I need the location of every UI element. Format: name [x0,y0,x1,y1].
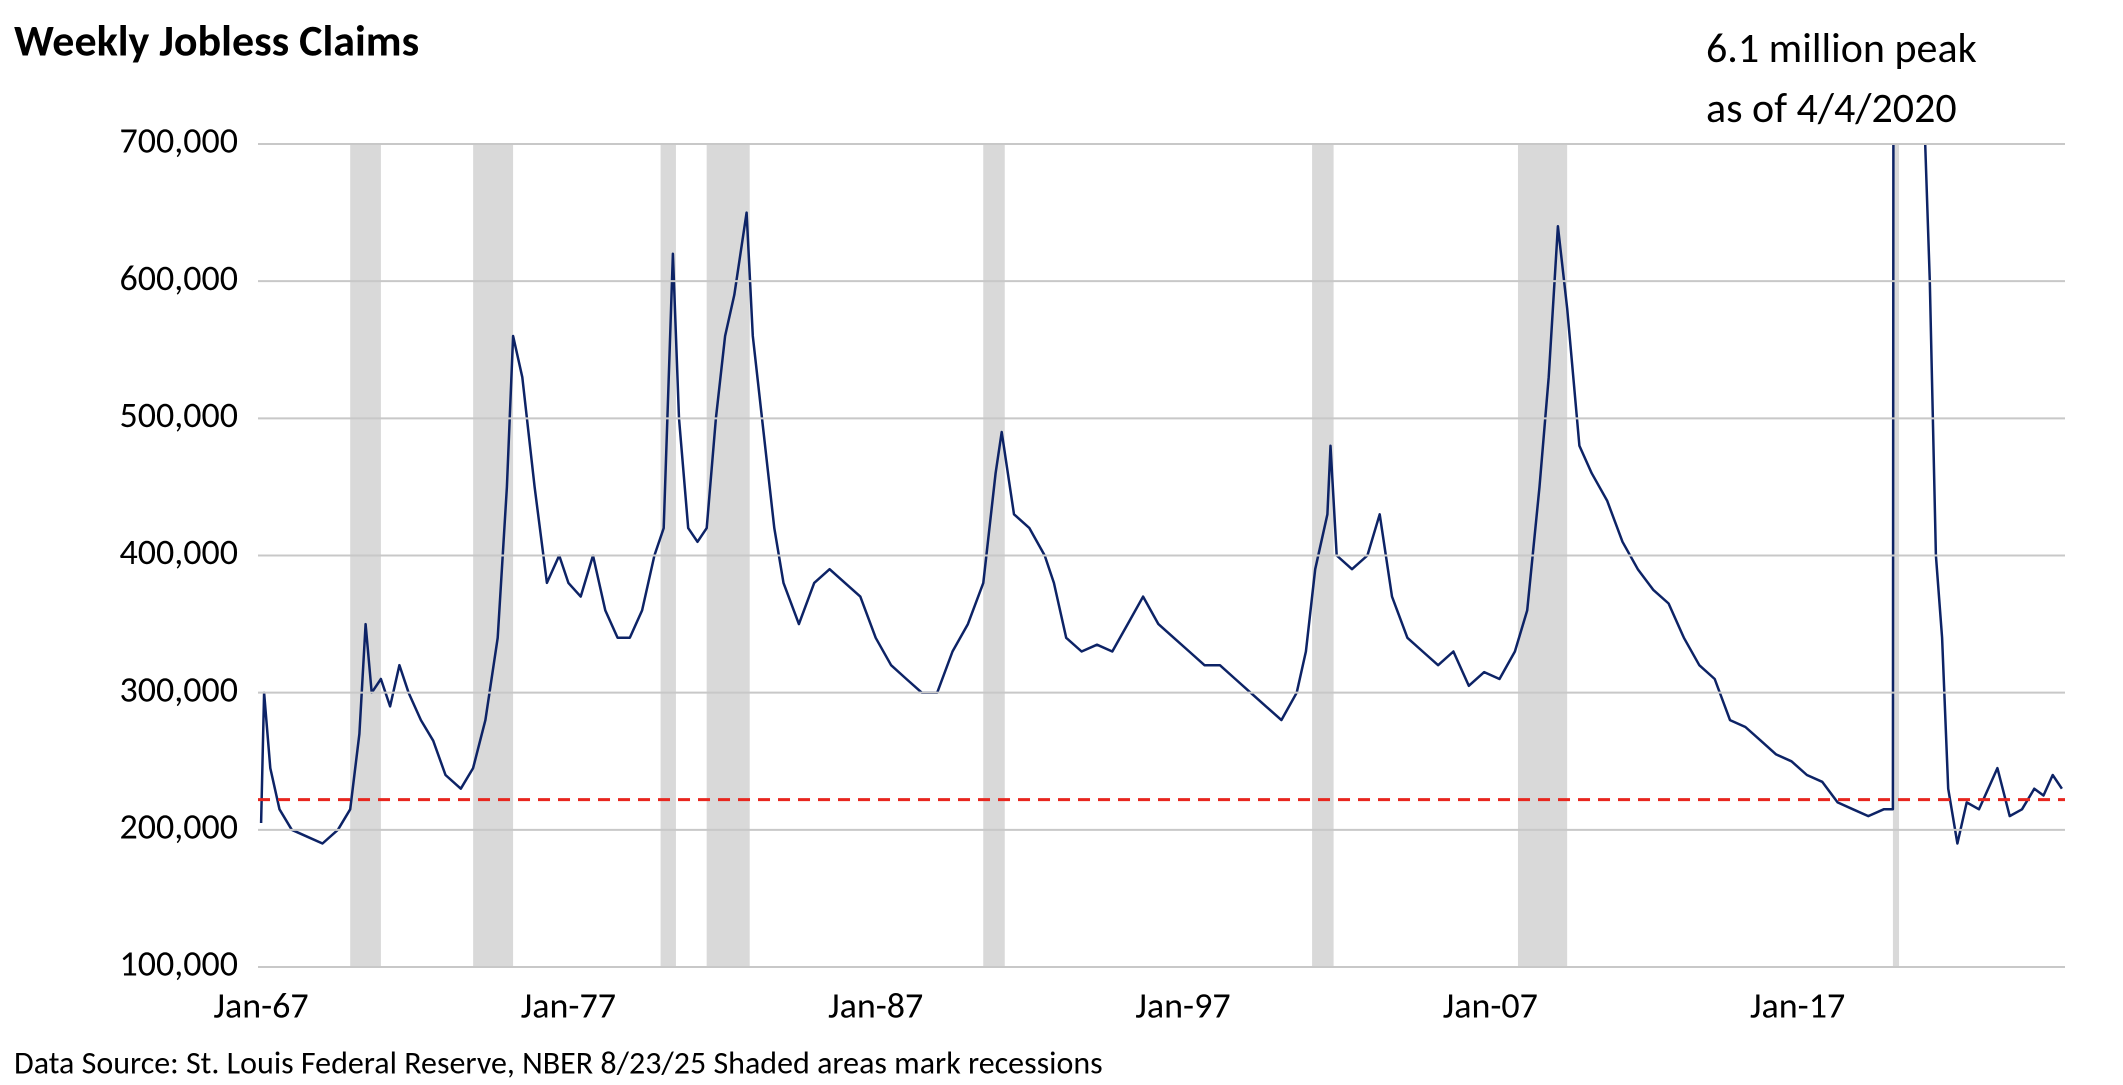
x-tick-label: Jan-07 [1443,984,1538,1028]
y-tick-label: 200,000 [120,804,238,848]
source-note: Data Source: St. Louis Federal Reserve, … [14,1044,1103,1083]
y-tick-label: 400,000 [120,530,238,574]
x-tick-label: Jan-17 [1750,984,1845,1028]
annotation: 6.1 million peak [1706,23,1977,74]
y-tick-label: 100,000 [120,942,238,986]
plot-area [258,144,2065,967]
x-tick-label: Jan-77 [521,984,616,1028]
y-tick-label: 600,000 [120,256,238,300]
x-tick-label: Jan-87 [828,984,923,1028]
y-tick-label: 300,000 [120,667,238,711]
data-line [259,144,2063,845]
x-tick-label: Jan-97 [1135,984,1230,1028]
chart-title: Weekly Jobless Claims [14,14,419,68]
y-tick-label: 500,000 [120,393,238,437]
x-tick-label: Jan-67 [213,984,308,1028]
annotation: as of 4/4/2020 [1706,83,1957,134]
y-tick-label: 700,000 [120,119,238,163]
